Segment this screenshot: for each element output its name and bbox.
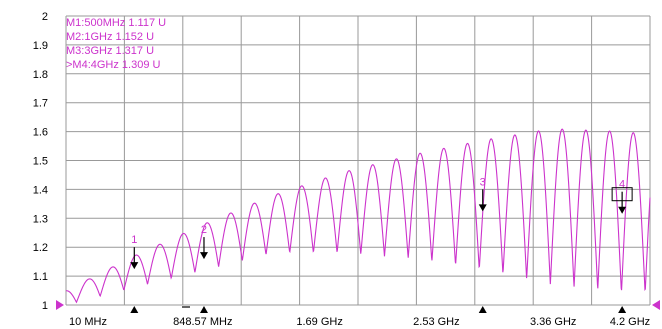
marker-readout: M1:500MHz 1.117 U M2:1GHz 1.152 U M3:3GHz … xyxy=(66,17,166,71)
marker-axis-triangle xyxy=(199,306,208,313)
marker-number: 1 xyxy=(131,234,137,246)
marker-arrow xyxy=(130,262,139,270)
x-tick-label: 2.53 GHz xyxy=(413,316,459,328)
y-tick-label: 1.8 xyxy=(33,69,48,81)
x-tick-label: 1.69 GHz xyxy=(296,316,342,328)
marker-readout-line: M2:1GHz 1.152 U xyxy=(66,31,154,43)
x-tick-label: 3.36 GHz xyxy=(530,316,576,328)
marker-arrow xyxy=(199,252,208,260)
y-tick-label: 1.2 xyxy=(33,242,48,254)
marker-axis-triangle xyxy=(618,306,627,313)
y-tick-label: 1.7 xyxy=(33,98,48,110)
marker-readout-line: M1:500MHz 1.117 U xyxy=(66,17,166,29)
y-tick-label: 1.4 xyxy=(33,184,48,196)
active-marker-box xyxy=(611,187,633,202)
reference-arrow-right xyxy=(652,300,660,310)
marker-readout-line: >M4:4GHz 1.309 U xyxy=(66,59,161,71)
marker-axis-triangle xyxy=(130,306,139,313)
y-tick-label: 1 xyxy=(42,300,48,312)
marker-arrow xyxy=(618,206,627,214)
x-tick-label: 848.57 MHz xyxy=(173,316,232,328)
trace-line xyxy=(65,128,651,304)
marker-readout-line: M3:3GHz 1.317 U xyxy=(66,45,154,57)
grid xyxy=(65,15,651,306)
trace-layer xyxy=(65,128,651,304)
reference-arrows xyxy=(56,300,660,310)
y-tick-label: 1.1 xyxy=(33,271,48,283)
x-axis-ticks: 10 MHz 848.57 MHz 1.69 GHz 2.53 GHz 3.36 GHz… xyxy=(69,316,650,328)
x-tick-label: 4.2 GHz xyxy=(610,316,650,328)
marker-layer: 1 2 3 4 xyxy=(130,176,633,313)
x-tick-label: 10 MHz xyxy=(69,316,107,328)
marker-arrow xyxy=(478,204,487,212)
y-tick-label: 2 xyxy=(42,11,48,23)
y-tick-label: 1.5 xyxy=(33,156,48,168)
y-tick-label: 1.6 xyxy=(33,127,48,139)
marker-number: 3 xyxy=(480,176,486,188)
marker-number: 4 xyxy=(619,179,625,191)
marker-axis-triangle xyxy=(478,306,487,313)
reference-arrow-left xyxy=(56,300,64,310)
marker-number: 2 xyxy=(201,224,207,236)
y-tick-label: 1.9 xyxy=(33,40,48,52)
y-tick-label: 1.3 xyxy=(33,213,48,225)
y-axis-ticks: 2 1.9 1.8 1.7 1.6 1.5 1.4 1.3 1.2 1.1 1 xyxy=(33,11,48,312)
